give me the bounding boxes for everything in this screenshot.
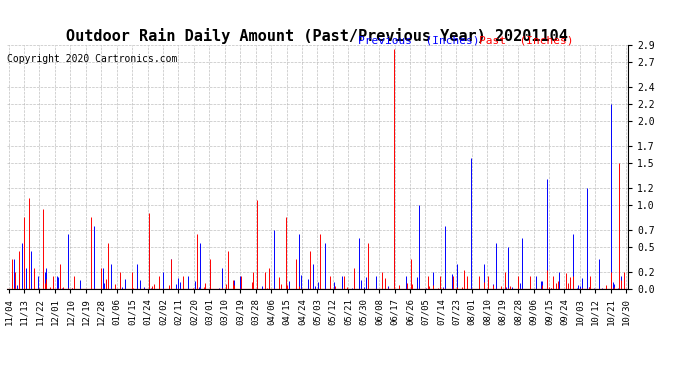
Text: Previous  (Inches): Previous (Inches) [358,36,480,46]
Text: Past  (Inches): Past (Inches) [479,36,573,46]
Title: Outdoor Rain Daily Amount (Past/Previous Year) 20201104: Outdoor Rain Daily Amount (Past/Previous… [66,28,569,44]
Text: Copyright 2020 Cartronics.com: Copyright 2020 Cartronics.com [7,54,177,64]
